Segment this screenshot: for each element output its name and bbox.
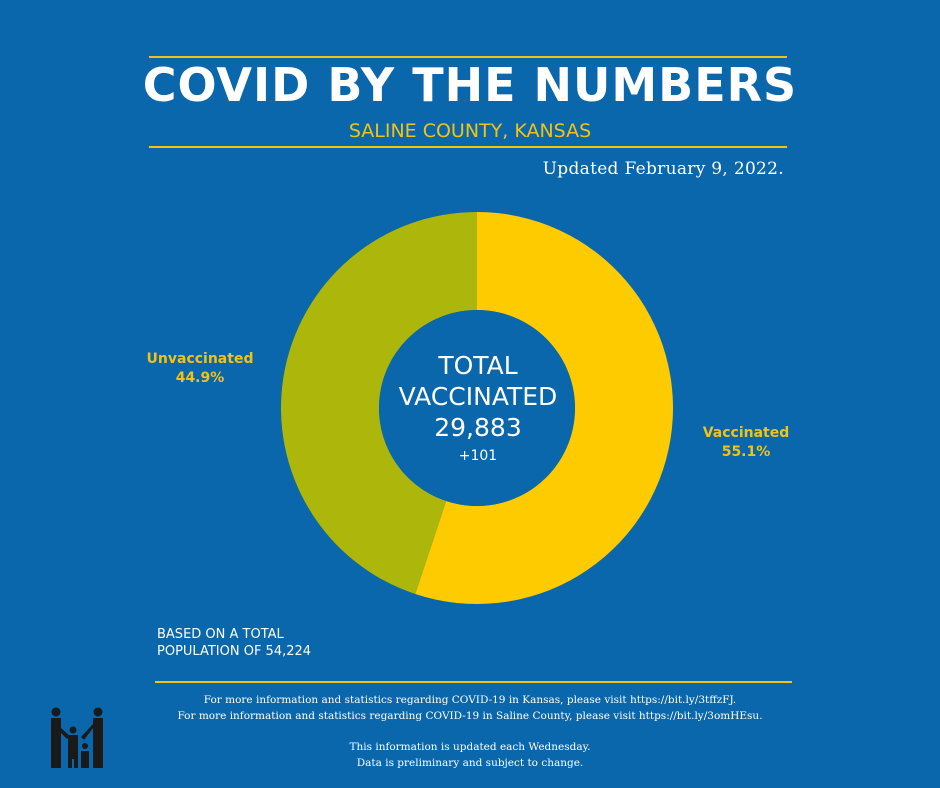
info-saline: For more information and statistics rega… (177, 710, 763, 722)
donut-hole (379, 310, 575, 506)
note-line1: This information is updated each Wednesd… (349, 741, 591, 753)
page-title: COVID BY THE NUMBERS (142, 58, 798, 112)
center-line-total: TOTAL (438, 351, 518, 380)
population-basis-line1: BASED ON A TOTAL (157, 627, 284, 642)
footer-rule (155, 681, 792, 683)
page-subtitle: SALINE COUNTY, KANSAS (348, 120, 592, 142)
population-basis-line2: POPULATION OF 54,224 (157, 644, 312, 659)
more-info-text: For more information and statistics rega… (150, 692, 790, 724)
unvaccinated-label-name: Unvaccinated (146, 351, 254, 367)
family-logo-icon (51, 707, 103, 768)
update-note: This information is updated each Wednesd… (270, 739, 670, 771)
note-line2: Data is preliminary and subject to chang… (356, 757, 584, 769)
donut-slice-vaccinated (415, 212, 674, 604)
updated-date: Updated February 9, 2022. (542, 159, 784, 179)
vaccinated-label-name: Vaccinated (702, 425, 790, 441)
vaccinated-label: Vaccinated 55.1% (686, 424, 806, 462)
donut-slice-unvaccinated (281, 212, 477, 595)
unvaccinated-label-value: 44.9% (175, 370, 225, 386)
title-bottom-rule (149, 146, 787, 148)
title-top-rule (149, 56, 787, 58)
center-total-value: 29,883 (434, 413, 522, 442)
unvaccinated-label: Unvaccinated 44.9% (140, 350, 260, 388)
info-kansas: For more information and statistics rega… (203, 694, 737, 706)
center-change-value: +101 (458, 448, 498, 464)
population-basis: BASED ON A TOTAL POPULATION OF 54,224 (157, 626, 311, 660)
vaccinated-label-value: 55.1% (721, 444, 771, 460)
center-line-vaccinated: VACCINATED (398, 382, 558, 411)
donut-center-text: TOTAL VACCINATED 29,883 +101 (370, 350, 586, 469)
